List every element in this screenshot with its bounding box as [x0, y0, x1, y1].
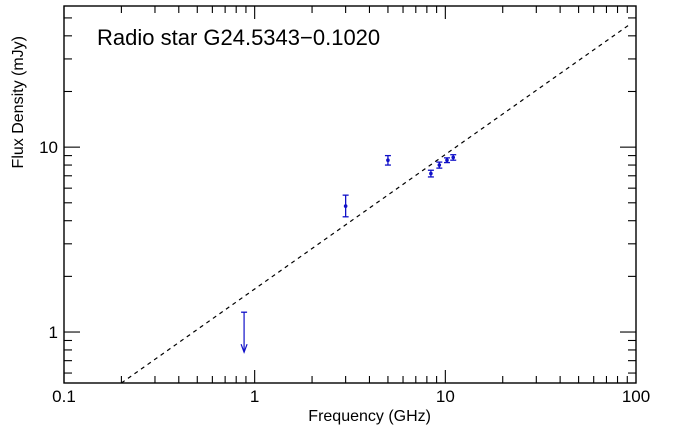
data-point [436, 161, 443, 169]
point-marker [429, 171, 433, 176]
upper-limit-arrow [240, 311, 248, 354]
point-marker [437, 163, 442, 167]
plot-frame [63, 5, 637, 384]
point-marker [386, 158, 390, 162]
plot-layer [121, 23, 631, 384]
point-marker [343, 204, 348, 208]
chart-title: Radio star G24.5343−0.1020 [97, 25, 380, 50]
data-point [427, 169, 434, 178]
fit-line [121, 23, 631, 384]
data-point [342, 194, 349, 218]
point-marker [445, 158, 449, 162]
data-point [450, 154, 457, 161]
x-tick-label: 10 [436, 387, 455, 406]
x-tick-label: 1 [250, 387, 259, 406]
upper-limit-head [240, 343, 248, 354]
data-point [443, 157, 450, 164]
y-tick-label: 1 [49, 323, 58, 342]
y-tick-label: 10 [39, 138, 58, 157]
data-point [384, 154, 391, 166]
x-axis-label: Frequency (GHz) [308, 408, 431, 425]
point-marker [451, 155, 456, 160]
x-tick-label: 0.1 [52, 387, 76, 406]
x-tick-label: 100 [622, 387, 650, 406]
y-axis-label: Flux Density (mJy) [10, 36, 27, 168]
